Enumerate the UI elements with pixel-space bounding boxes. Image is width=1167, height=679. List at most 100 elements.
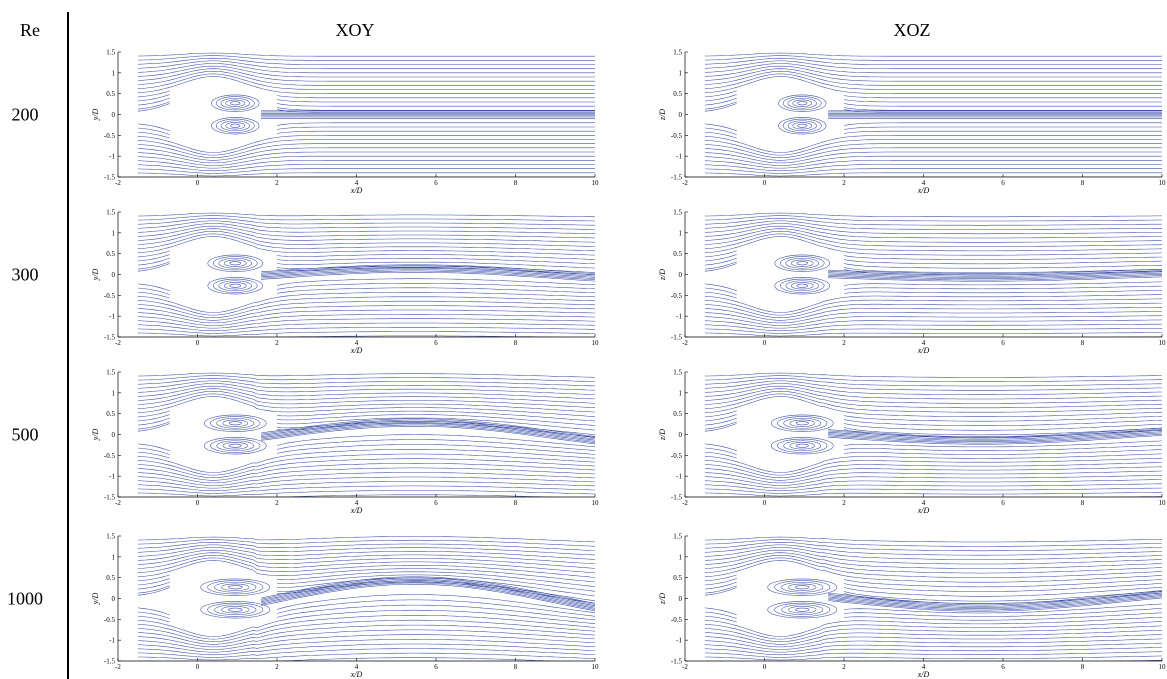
y-tick-label: -1.5 bbox=[671, 494, 683, 502]
streamline bbox=[137, 90, 595, 99]
streamline bbox=[704, 372, 1162, 378]
streamline bbox=[704, 319, 1162, 329]
streamline bbox=[137, 305, 595, 321]
x-tick-label: 8 bbox=[514, 663, 518, 671]
streamline bbox=[704, 462, 1162, 478]
streamline bbox=[137, 391, 595, 408]
streamline bbox=[137, 539, 595, 547]
x-tick-label: 10 bbox=[592, 499, 600, 507]
y-tick-label: -1 bbox=[109, 637, 115, 645]
x-tick-label: 6 bbox=[1001, 499, 1005, 507]
y-tick-label: -1.5 bbox=[671, 174, 683, 182]
streamline bbox=[137, 571, 595, 587]
recirculation bbox=[222, 419, 248, 427]
y-tick-label: 0 bbox=[112, 595, 116, 603]
y-tick-label: -0.5 bbox=[671, 616, 683, 624]
streamline bbox=[137, 231, 595, 247]
streamline bbox=[704, 542, 1162, 552]
y-tick-label: -1.5 bbox=[671, 658, 683, 666]
streamlines bbox=[137, 536, 595, 661]
streamline bbox=[137, 292, 595, 313]
wake-line bbox=[828, 590, 1162, 604]
recirculation bbox=[791, 259, 814, 267]
recirculation bbox=[788, 606, 817, 614]
y-tick-label: -1 bbox=[109, 313, 115, 321]
recirculation bbox=[787, 120, 817, 132]
streamline bbox=[137, 278, 595, 292]
y-tick-label: -1 bbox=[109, 473, 115, 481]
streamline bbox=[137, 212, 595, 218]
streamline bbox=[137, 439, 595, 455]
y-tick-label: -1.5 bbox=[104, 658, 116, 666]
streamline bbox=[704, 655, 1162, 661]
streamline bbox=[704, 130, 1162, 139]
streamline bbox=[704, 449, 1162, 459]
streamline bbox=[704, 307, 1162, 321]
streamline bbox=[704, 423, 1162, 438]
streamline bbox=[137, 417, 595, 431]
x-tick-label: 6 bbox=[434, 663, 438, 671]
x-tick-label: 8 bbox=[514, 339, 518, 347]
streamline bbox=[137, 296, 595, 316]
streamline bbox=[137, 164, 595, 172]
y-tick-label: 0 bbox=[679, 431, 683, 439]
streamline bbox=[704, 220, 1162, 230]
x-tick-label: 2 bbox=[842, 339, 846, 347]
streamline bbox=[704, 250, 1162, 260]
wake-line bbox=[261, 579, 595, 607]
streamline bbox=[137, 327, 595, 334]
streamline bbox=[137, 52, 595, 57]
streamline bbox=[704, 414, 1162, 426]
streamlines bbox=[137, 52, 595, 177]
streamline bbox=[704, 57, 1162, 65]
wake-line bbox=[261, 584, 595, 612]
streamline bbox=[137, 335, 575, 337]
recirculation bbox=[781, 581, 824, 593]
streamline bbox=[704, 63, 1162, 74]
wake-line bbox=[261, 576, 595, 604]
recirculation bbox=[200, 578, 271, 596]
y-axis-label: z/D bbox=[658, 269, 667, 281]
x-tick-label: 8 bbox=[514, 499, 518, 507]
recirculation bbox=[782, 96, 822, 111]
streamline bbox=[137, 76, 595, 94]
streamline bbox=[704, 60, 1162, 69]
streamline bbox=[704, 578, 1162, 592]
streamline bbox=[704, 388, 1162, 404]
recirculation bbox=[207, 580, 264, 595]
streamline bbox=[137, 71, 595, 86]
wake-line bbox=[261, 419, 595, 438]
recirculation bbox=[797, 101, 808, 106]
streamline bbox=[704, 228, 1162, 243]
recirculation bbox=[780, 256, 825, 271]
recirculation bbox=[778, 117, 827, 135]
streamline bbox=[704, 155, 1162, 166]
streamline bbox=[137, 453, 595, 476]
streamline bbox=[704, 466, 1162, 481]
recirculation bbox=[211, 117, 260, 135]
streamline bbox=[704, 122, 1162, 132]
x-tick-label: -2 bbox=[115, 339, 121, 347]
streamline bbox=[137, 139, 595, 156]
streamline bbox=[137, 65, 595, 78]
streamline bbox=[137, 542, 595, 551]
y-tick-label: -1.5 bbox=[104, 174, 116, 182]
x-tick-label: 4 bbox=[922, 179, 926, 187]
streamline bbox=[137, 220, 595, 230]
streamline bbox=[137, 300, 595, 318]
streamline bbox=[137, 609, 595, 637]
streamline bbox=[704, 417, 1162, 431]
streamline bbox=[704, 396, 1162, 417]
streamline bbox=[137, 135, 595, 153]
streamline bbox=[704, 281, 1162, 292]
x-tick-label: 4 bbox=[355, 663, 359, 671]
y-tick-label: 1.5 bbox=[106, 209, 115, 217]
streamline bbox=[137, 372, 595, 378]
streamline bbox=[137, 126, 595, 135]
y-axis-label: z/D bbox=[658, 593, 667, 605]
x-tick-label: -2 bbox=[115, 663, 121, 671]
streamline bbox=[704, 621, 1162, 640]
re-label: Re bbox=[20, 20, 40, 40]
wake-line bbox=[828, 431, 1162, 441]
wake-line bbox=[261, 265, 595, 276]
